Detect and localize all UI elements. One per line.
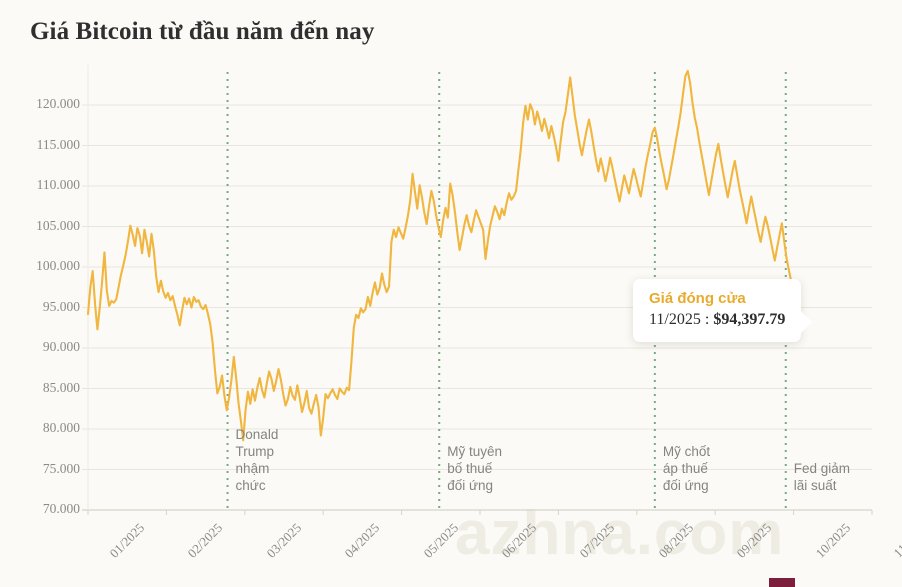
event-label: Mỹ tuyên bố thuế đối ứng xyxy=(447,443,502,494)
event-label: Donald Trump nhậm chức xyxy=(236,426,279,494)
tooltip-arrow-icon xyxy=(801,311,813,333)
y-tick-label: 100.000 xyxy=(36,258,80,273)
tooltip-heading: Giá đóng cửa xyxy=(649,290,746,307)
chart-title: Giá Bitcoin từ đầu năm đến nay xyxy=(30,18,375,45)
event-label-line: Mỹ tuyên xyxy=(447,444,502,459)
y-tick-label: 120.000 xyxy=(36,96,80,111)
price-tooltip: Giá đóng cửa 11/2025 : $94,397.79 xyxy=(633,279,813,342)
event-label-line: Fed giảm xyxy=(793,461,851,476)
event-label-line: lãi suất xyxy=(793,478,837,493)
event-label-line: Trump xyxy=(235,444,275,459)
tooltip-separator: : xyxy=(700,311,714,328)
y-tick-label: 90.000 xyxy=(42,339,80,354)
event-label-line: Mỹ chốt xyxy=(662,444,711,459)
event-label-line: bố thuế xyxy=(447,461,493,476)
event-label-line: Donald xyxy=(235,427,279,442)
event-label-line: nhậm xyxy=(235,461,270,476)
tooltip-value: $94,397.79 xyxy=(713,311,786,328)
y-tick-label: 85.000 xyxy=(42,379,80,395)
y-tick-label: 110.000 xyxy=(36,177,80,192)
event-label: Fed giảm lãi suất xyxy=(794,460,850,494)
y-tick-label: 95.000 xyxy=(42,298,80,314)
event-label-line: đối ứng xyxy=(662,478,709,493)
event-label-line: áp thuế xyxy=(662,461,708,476)
y-axis: 120.000 115.000 110.000 105.000 100.000 95.00… xyxy=(8,0,80,587)
y-tick-label: 105.000 xyxy=(36,217,80,233)
tooltip-body: 11/2025 : $94,397.79 xyxy=(649,311,785,329)
y-tick-label: 80.000 xyxy=(42,420,80,435)
tooltip-period: 11/2025 xyxy=(649,311,701,328)
y-tick-label: 70.000 xyxy=(42,501,80,516)
corner-color-stub xyxy=(769,578,795,587)
y-tick-label: 115.000 xyxy=(36,136,80,152)
event-label: Mỹ chốt áp thuế đối ứng xyxy=(663,443,710,494)
event-label-line: chức xyxy=(235,478,266,493)
y-tick-label: 75.000 xyxy=(42,460,80,476)
event-label-line: đối ứng xyxy=(447,478,494,493)
